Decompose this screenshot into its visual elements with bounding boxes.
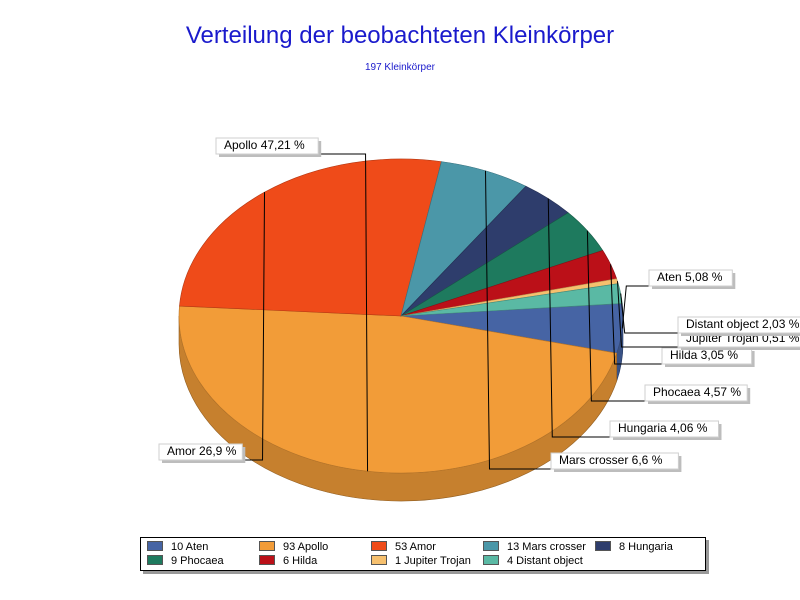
callout-box xyxy=(644,384,748,402)
callout-box xyxy=(550,452,679,470)
legend-item-mars-crosser: 13 Mars crosser xyxy=(483,541,586,553)
callout-leader-line xyxy=(586,230,647,402)
legend-item-jupiter-trojan: 1 Jupiter Trojan xyxy=(371,555,471,567)
chart-subtitle: 197 Kleinkörper xyxy=(364,62,436,73)
legend-swatch xyxy=(259,541,275,552)
legend-label: 13 Mars crosser xyxy=(507,541,586,553)
legend-item-phocaea: 9 Phocaea xyxy=(147,555,224,567)
legend-item-apollo: 93 Apollo xyxy=(259,541,328,553)
legend-label: 8 Hungaria xyxy=(619,541,673,553)
callout-label: Amor 26,9 % xyxy=(167,444,237,458)
legend-label: 10 Aten xyxy=(171,541,209,553)
callout-leader-line xyxy=(240,192,266,461)
chart-title: Verteilung der beobachteten Kleinkörper xyxy=(185,22,615,49)
callout-label: Hilda 3,05 % xyxy=(670,348,738,362)
callout-leader-line xyxy=(547,198,612,438)
legend-item-amor: 53 Amor xyxy=(371,541,436,553)
legend-label: 93 Apollo xyxy=(283,541,329,553)
legend-label: 9 Phocaea xyxy=(171,555,224,567)
callout-leader-line xyxy=(621,285,651,329)
legend-swatch xyxy=(483,541,499,552)
legend-swatch xyxy=(595,541,611,552)
callout-label: Phocaea 4,57 % xyxy=(653,385,741,399)
callout-box xyxy=(609,420,719,438)
callout-leader-line xyxy=(620,293,680,334)
callout-label: Apollo 47,21 % xyxy=(224,138,305,152)
legend-label: 53 Amor xyxy=(395,541,436,553)
chart-legend: 10 Aten 93 Apollo 53 Amor 13 Mars crosser 8 … xyxy=(140,537,706,571)
callout-label: Hungaria 4,06 % xyxy=(618,421,708,435)
legend-swatch xyxy=(371,555,387,566)
legend-label: 6 Hilda xyxy=(283,555,318,567)
legend-item-hungaria: 8 Hungaria xyxy=(595,541,673,553)
pie-slice-apollo xyxy=(178,305,618,474)
callout-label: Aten 5,08 % xyxy=(657,270,723,284)
callout-box xyxy=(677,316,800,334)
callout-box xyxy=(158,443,243,461)
legend-label: 1 Jupiter Trojan xyxy=(395,555,471,567)
legend-item-aten: 10 Aten xyxy=(147,541,208,553)
legend-swatch xyxy=(259,555,275,566)
legend-swatch xyxy=(147,541,163,552)
callout-box xyxy=(648,269,733,287)
callout-label: Mars crosser 6,6 % xyxy=(559,453,663,467)
callout-leader-line xyxy=(316,153,369,472)
pie-slice-distant-object xyxy=(400,283,623,317)
legend-item-distant-object: 4 Distant object xyxy=(483,555,583,567)
legend-swatch xyxy=(147,555,163,566)
legend-swatch xyxy=(371,541,387,552)
callout-leader-line xyxy=(616,281,680,348)
legend-label: 4 Distant object xyxy=(507,555,583,567)
callout-leader-line xyxy=(610,264,664,365)
pie-slice-amor xyxy=(179,158,442,317)
callout-box xyxy=(215,137,319,155)
callout-leader-line xyxy=(484,170,553,470)
callout-label: Distant object 2,03 % xyxy=(686,317,800,331)
legend-swatch xyxy=(483,555,499,566)
legend-item-hilda: 6 Hilda xyxy=(259,555,317,567)
